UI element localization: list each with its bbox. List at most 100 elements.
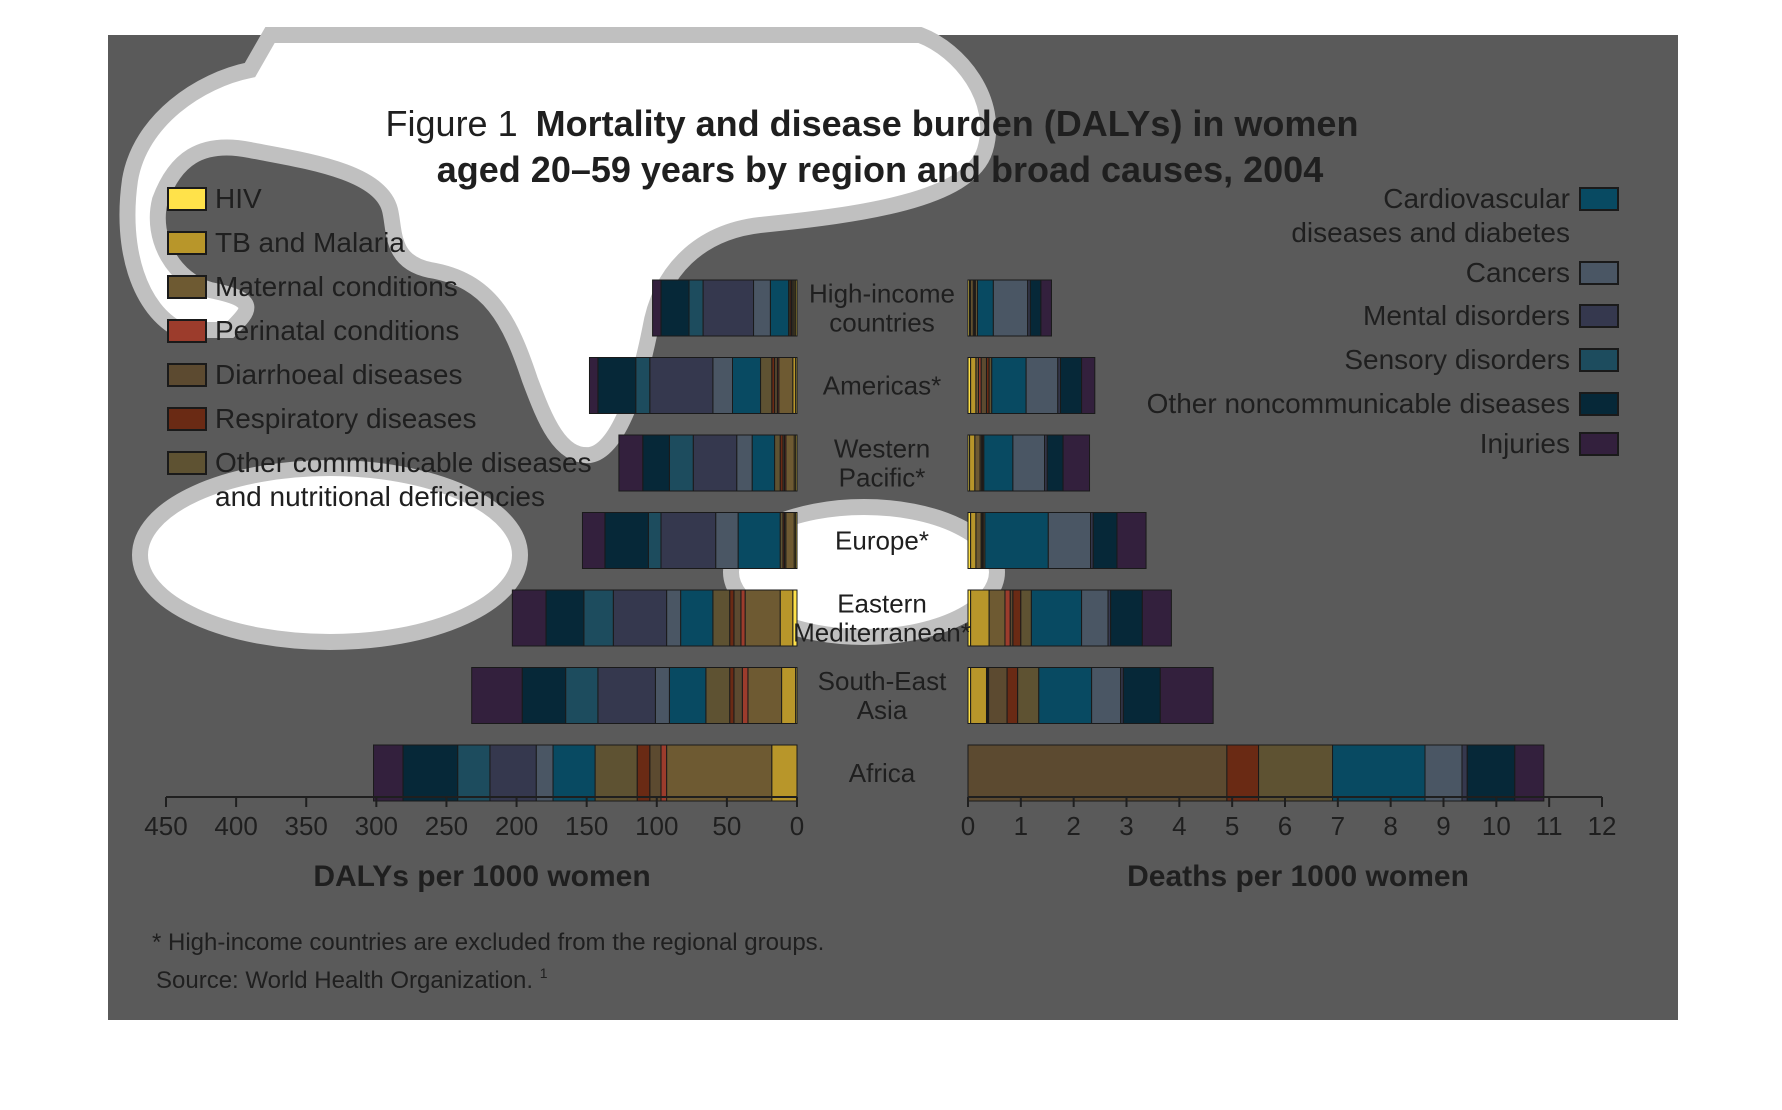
dalys-bar-africa-diarrhoeal-diseases: [649, 744, 662, 802]
deaths-bar-south-east-asia-respiratory-diseases: [1006, 667, 1019, 724]
deaths-tick-label-3: 3: [1119, 811, 1133, 841]
deaths-bar-south-east-asia-other-communicable-diseases-and-nutritional-deficiencies: [1017, 667, 1040, 724]
dalys-bar-eastern-mediterranean-perinatal-conditions: [740, 589, 746, 647]
dalys-bar-africa-tb-and-malaria: [771, 744, 798, 802]
dalys-bar-south-east-asia-mental-disorders: [597, 667, 656, 724]
dalys-bar-western-pacific-cancers: [736, 434, 753, 492]
chart-title-line1: Figure 1 Mortality and disease burden (D…: [386, 103, 1359, 144]
deaths-bar-eastern-mediterranean-tb-and-malaria: [970, 589, 990, 647]
source-ref: 1: [540, 965, 548, 981]
dalys-bar-south-east-asia-cancers: [654, 667, 670, 724]
legend-swatch-sensory-disorders: [1579, 348, 1619, 372]
deaths-bar-americas-cardiovascular-diseases-and-diabetes: [991, 357, 1027, 414]
dalys-bar-europe-maternal-conditions: [785, 512, 795, 569]
dalys-bar-eastern-mediterranean-maternal-conditions: [744, 589, 781, 647]
deaths-bar-western-pacific-injuries: [1062, 434, 1091, 492]
legend-swatch-tb-and-malaria: [167, 231, 207, 255]
legend-swatch-cancers: [1579, 261, 1619, 285]
deaths-tick-label-5: 5: [1225, 811, 1239, 841]
deaths-bar-south-east-asia-injuries: [1159, 667, 1214, 724]
legend-swatch-other-communicable-diseases: [167, 451, 207, 475]
legend-label-mental-disorders: Mental disorders: [1363, 300, 1570, 331]
dalys-bar-western-pacific-cardiovascular-diseases-and-diabetes: [751, 434, 776, 492]
legend-label-injuries: Injuries: [1480, 428, 1570, 459]
legend-label-other-noncommunicable-diseases: Other noncommunicable diseases: [1147, 388, 1570, 419]
deaths-bar-high-income-countries-other-noncommunicable-diseases: [1029, 279, 1042, 337]
legend-label-diarrhoeal-diseases: Diarrhoeal diseases: [215, 359, 462, 390]
legend-swatch-diarrhoeal-diseases: [167, 363, 207, 387]
dalys-bar-western-pacific-other-communicable-diseases-and-nutritional-deficiencies: [774, 434, 781, 492]
deaths-bars: [967, 279, 1545, 802]
deaths-bar-europe-tb-and-malaria: [970, 512, 977, 569]
deaths-bar-eastern-mediterranean-respiratory-diseases: [1012, 589, 1022, 647]
region-label-0-0: High-income: [809, 279, 955, 309]
highlight-blob-left: [132, 460, 528, 650]
deaths-bar-high-income-countries-cancers: [992, 279, 1029, 337]
dalys-bar-africa-respiratory-diseases: [636, 744, 651, 802]
deaths-bar-africa-other-noncommunicable-diseases: [1466, 744, 1516, 802]
region-label-5-1: Asia: [857, 695, 908, 725]
dalys-bar-eastern-mediterranean-other-communicable-diseases-and-nutritional-deficiencies: [712, 589, 731, 647]
deaths-bar-europe-cardiovascular-diseases-and-diabetes: [984, 512, 1049, 569]
legend-label-cardiovascular-line2: diseases and diabetes: [1291, 217, 1570, 248]
deaths-tick-label-4: 4: [1172, 811, 1186, 841]
legend-swatch-hiv: [167, 187, 207, 211]
deaths-bar-western-pacific-cancers: [1012, 434, 1046, 492]
dalys-tick-label-450: 450: [144, 811, 187, 841]
deaths-bar-south-east-asia-cancers: [1091, 667, 1122, 724]
dalys-bar-south-east-asia-sensory-disorders: [565, 667, 599, 724]
dalys-bar-high-income-countries-injuries: [652, 279, 662, 337]
dalys-bar-americas-cardiovascular-diseases-and-diabetes: [731, 357, 762, 414]
legend-label-respiratory-diseases: Respiratory diseases: [215, 403, 476, 434]
deaths-tick-label-10: 10: [1482, 811, 1511, 841]
legend-swatch-maternal-conditions: [167, 275, 207, 299]
dalys-bar-africa-cardiovascular-diseases-and-diabetes: [552, 744, 596, 802]
legend-label-sensory-disorders: Sensory disorders: [1344, 344, 1570, 375]
deaths-tick-label-8: 8: [1383, 811, 1397, 841]
deaths-bar-africa-diarrhoeal-diseases: [967, 744, 1228, 802]
dalys-tick-label-300: 300: [355, 811, 398, 841]
legend-swatch-mental-disorders: [1579, 304, 1619, 328]
deaths-bar-europe-other-noncommunicable-diseases: [1092, 512, 1118, 569]
dalys-bar-eastern-mediterranean-sensory-disorders: [583, 589, 614, 647]
dalys-bar-south-east-asia-diarrhoeal-diseases: [733, 667, 743, 724]
deaths-tick-label-0: 0: [961, 811, 975, 841]
dalys-bar-south-east-asia-maternal-conditions: [747, 667, 783, 724]
deaths-bar-south-east-asia-cardiovascular-diseases-and-diabetes: [1038, 667, 1093, 724]
deaths-bar-americas-tb-and-malaria: [970, 357, 977, 414]
chart-title-bold1: Mortality and disease burden (DALYs) in …: [536, 103, 1359, 144]
legend-swatch-cardiovascular: [1579, 187, 1619, 211]
dalys-bar-americas-other-communicable-diseases-and-nutritional-deficiencies: [760, 357, 773, 414]
dalys-bar-eastern-mediterranean-diarrhoeal-diseases: [733, 589, 742, 647]
dalys-bar-europe-injuries: [581, 512, 606, 569]
deaths-axis-title: Deaths per 1000 women: [1127, 860, 1469, 893]
chart-title-prefix: Figure 1: [386, 103, 518, 144]
dalys-bar-western-pacific-injuries: [618, 434, 644, 492]
dalys-tick-label-100: 100: [635, 811, 678, 841]
dalys-bar-south-east-asia-tb-and-malaria: [781, 667, 797, 724]
dalys-tick-label-0: 0: [790, 811, 804, 841]
legend-label-cardiovascular: Cardiovascular: [1383, 183, 1570, 214]
dalys-bar-africa-other-communicable-diseases-and-nutritional-deficiencies: [594, 744, 638, 802]
dalys-bar-africa-mental-disorders: [489, 744, 537, 802]
dalys-bar-high-income-countries-sensory-disorders: [688, 279, 704, 337]
dalys-bar-africa-other-noncommunicable-diseases: [402, 744, 459, 802]
dalys-tick-label-50: 50: [712, 811, 741, 841]
region-label-5-0: South-East: [818, 666, 947, 696]
deaths-bar-eastern-mediterranean-cardiovascular-diseases-and-diabetes: [1030, 589, 1083, 647]
legend-label-tb-and-malaria: TB and Malaria: [215, 227, 405, 258]
dalys-bar-americas-cancers: [712, 357, 733, 414]
deaths-bar-eastern-mediterranean-maternal-conditions: [988, 589, 1006, 647]
deaths-bar-europe-maternal-conditions: [975, 512, 982, 569]
dalys-bar-europe-sensory-disorders: [647, 512, 662, 569]
dalys-bar-americas-mental-disorders: [649, 357, 714, 414]
region-label-6-0: Africa: [849, 758, 916, 788]
legend-label-maternal-conditions: Maternal conditions: [215, 271, 458, 302]
legend-swatch-respiratory-diseases: [167, 407, 207, 431]
region-label-4-0: Eastern: [837, 589, 927, 619]
dalys-tick-label-350: 350: [285, 811, 328, 841]
dalys-bar-eastern-mediterranean-other-noncommunicable-diseases: [545, 589, 585, 647]
deaths-tick-label-12: 12: [1588, 811, 1617, 841]
